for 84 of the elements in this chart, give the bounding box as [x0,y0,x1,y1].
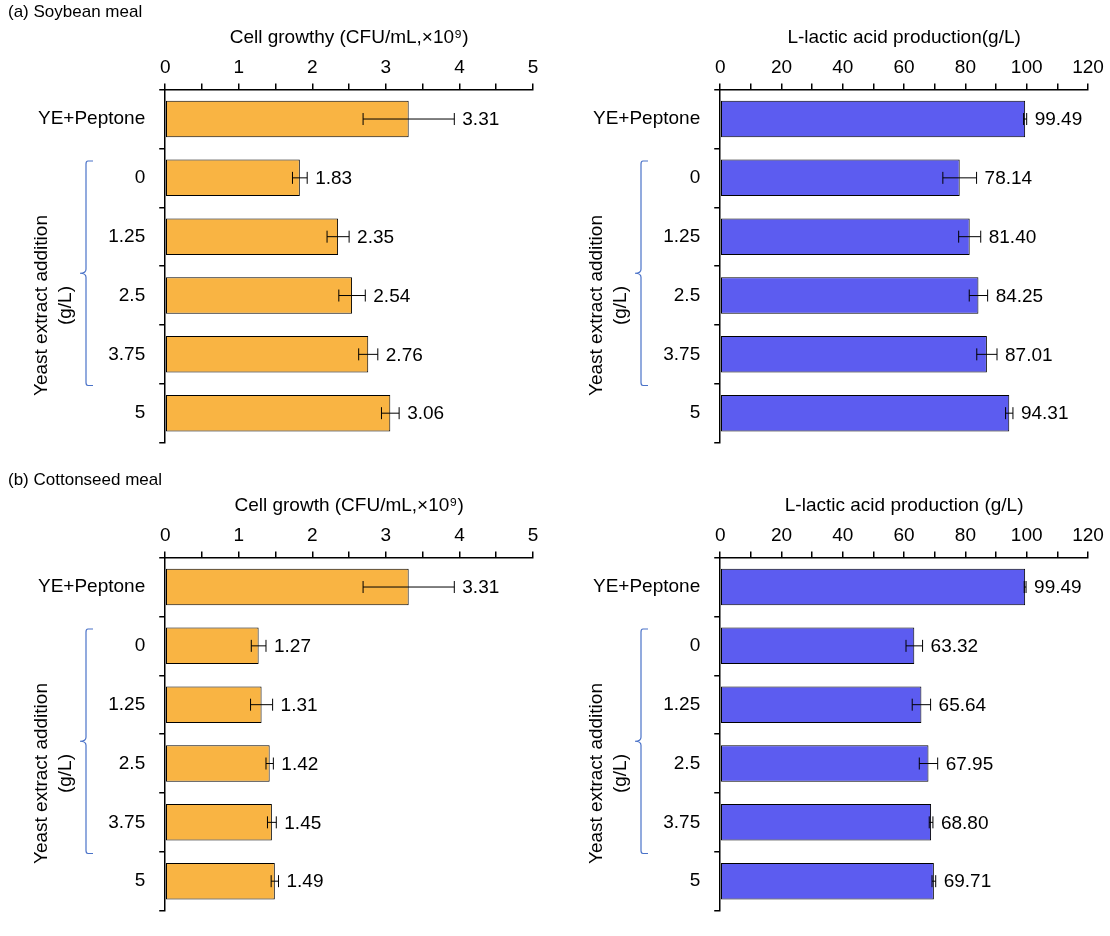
y-tick-label: 2.5 [118,751,146,773]
y-tick-label: 0 [134,166,146,188]
data-label: 3.06 [407,402,445,424]
x-tick-label: 1 [233,524,245,546]
x-tick-label: 5 [527,524,539,546]
data-label: 84.25 [995,284,1044,306]
data-label: 1.42 [281,752,319,774]
x-tick-label: 120 [1072,524,1104,546]
y-tick-label: 3.75 [108,342,146,364]
y-tick-label: 2.5 [118,283,146,305]
data-label: 3.31 [462,108,500,130]
y-axis-title: Yeast extract addition (g/L) [30,215,76,397]
x-tick-label: 60 [893,524,915,546]
y-tick-label: 5 [689,869,701,891]
y-tick-label: YE+Peptone [592,107,701,129]
x-axis-title: L-lactic acid production(g/L) [787,25,1021,47]
data-label: 1.83 [315,167,353,189]
x-tick-label: 80 [954,56,976,78]
x-tick-label: 100 [1010,524,1043,546]
data-label: 99.49 [1034,576,1082,598]
x-tick-label: 0 [159,524,171,546]
y-tick-label: 1.25 [663,224,701,246]
y-tick-label: YE+Peptone [37,575,146,597]
y-tick-label: 1.25 [108,224,146,246]
y-tick-label: 3.75 [663,810,701,832]
x-tick-label: 0 [159,56,171,78]
x-tick-label: 4 [454,56,466,78]
x-tick-label: 2 [307,524,318,546]
data-label: 99.49 [1034,108,1083,130]
x-tick-label: 80 [954,524,976,546]
data-label: 3.31 [462,576,500,598]
y-tick-label: 3.75 [108,810,146,832]
y-tick-label: 0 [689,634,701,656]
data-label: 87.01 [1005,343,1053,365]
data-label: 1.49 [286,870,324,892]
x-axis-title: L-lactic acid production (g/L) [784,493,1024,515]
y-tick-label: 5 [134,401,146,423]
data-label: 81.40 [988,225,1037,247]
y-tick-label: 5 [134,869,146,891]
x-axis-title: Cell growthy (CFU/mL,×10⁹) [229,25,469,47]
y-tick-label: 1.25 [663,692,701,714]
y-tick-label: 2.5 [673,283,701,305]
x-tick-label: 20 [770,56,793,78]
data-label: 1.45 [284,811,322,833]
data-label: 63.32 [930,635,979,657]
x-tick-label: 40 [832,56,854,78]
y-tick-label: 3.75 [663,342,701,364]
data-label: 67.95 [945,752,994,774]
x-tick-label: 3 [380,524,392,546]
data-label: 2.76 [385,343,423,365]
data-label: 1.27 [274,635,311,657]
chart-title: (b) Cottonseed meal [7,469,164,491]
x-tick-label: 3 [380,56,392,78]
x-tick-label: 1 [233,56,245,78]
x-tick-label: 5 [527,56,539,78]
x-tick-label: 60 [893,56,915,78]
data-label: 94.31 [1020,402,1069,424]
x-tick-label: 40 [832,524,854,546]
y-axis-title: Yeast extract addition (g/L) [585,683,631,865]
x-tick-label: 4 [454,524,466,546]
x-tick-label: 20 [770,524,793,546]
y-tick-label: YE+Peptone [37,107,146,129]
data-label: 2.54 [373,284,411,306]
x-tick-label: 0 [714,56,726,78]
y-tick-label: 1.25 [108,692,146,714]
x-tick-label: 120 [1072,56,1104,78]
x-tick-label: 0 [714,524,726,546]
data-label: 65.64 [938,693,987,715]
y-tick-label: 0 [134,634,146,656]
y-tick-label: 0 [689,166,701,188]
x-axis-title: Cell growth (CFU/mL,×10⁹) [234,493,464,515]
x-tick-label: 2 [307,56,318,78]
y-tick-label: YE+Peptone [592,575,701,597]
chart-title: (a) Soybean meal [7,1,144,23]
x-tick-label: 100 [1010,56,1043,78]
y-axis-title: Yeast extract addition (g/L) [585,215,631,397]
data-label: 78.14 [984,167,1033,189]
data-label: 69.71 [943,870,992,892]
data-label: 2.35 [357,225,395,247]
data-label: 1.31 [280,693,318,715]
y-tick-label: 5 [689,401,701,423]
y-tick-label: 2.5 [673,751,701,773]
y-axis-title: Yeast extract addition (g/L) [30,683,76,865]
data-label: 68.80 [940,811,989,833]
